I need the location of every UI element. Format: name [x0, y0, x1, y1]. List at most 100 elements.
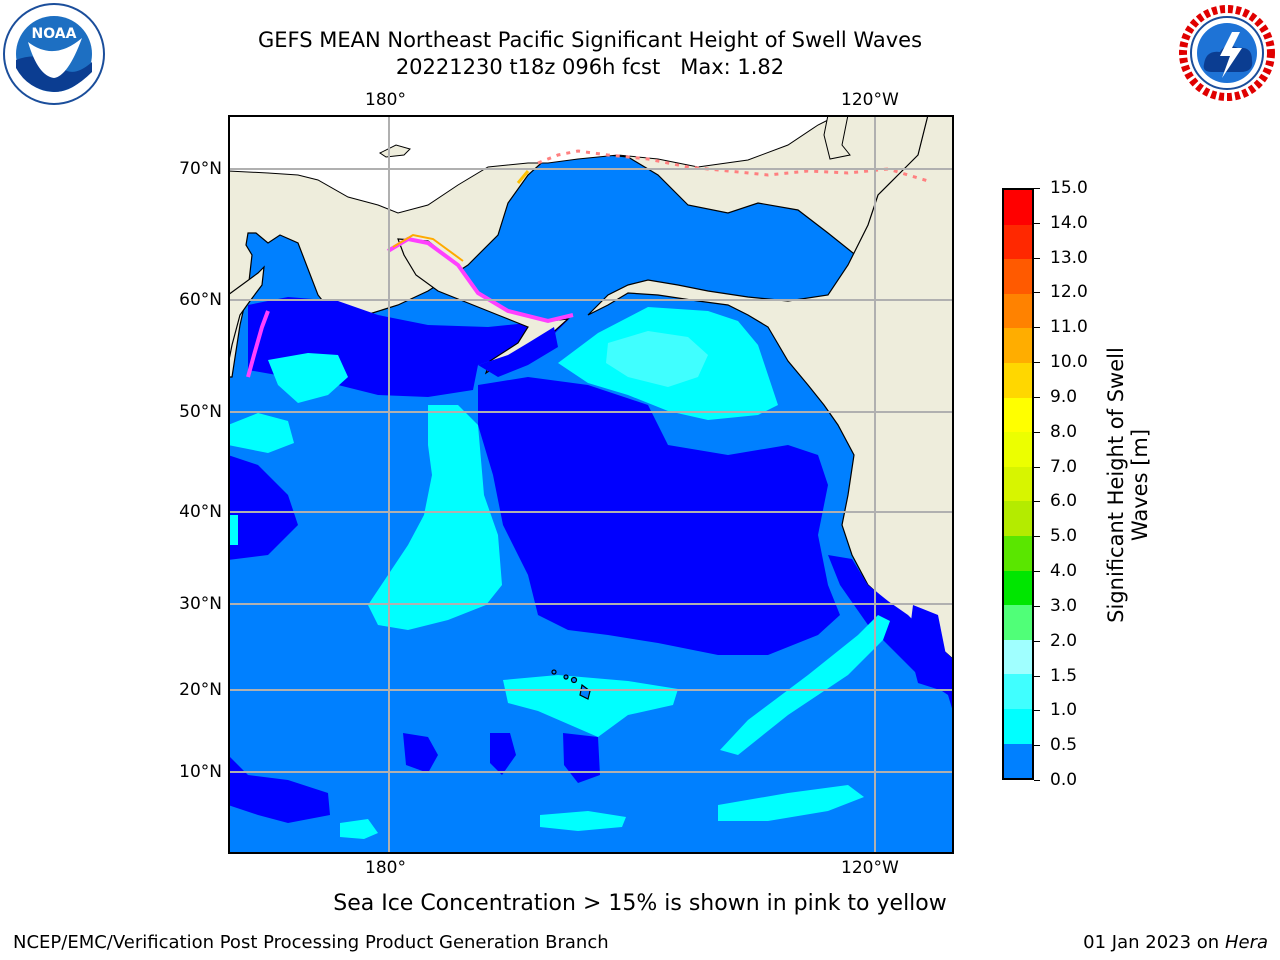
colorbar-tick-mark [1034, 605, 1040, 607]
colorbar-tick-label: 13.0 [1050, 247, 1088, 268]
lat-label-70n: 70°N [179, 159, 222, 179]
colorbar-segment [1004, 259, 1032, 294]
colorbar-tick-label: 11.0 [1050, 317, 1088, 338]
colorbar-tick-mark [1034, 396, 1040, 398]
ocean-cyan-west [268, 353, 348, 403]
colorbar-tick-mark [1034, 571, 1040, 573]
colorbar-tick-label: 5.0 [1050, 526, 1078, 547]
ocean-cyan-west2 [228, 413, 294, 453]
colorbar-tick-label: 12.0 [1050, 282, 1088, 303]
colorbar-segment [1004, 708, 1032, 744]
footer-right: 01 Jan 2023 on Hera [1083, 932, 1268, 954]
colorbar-segment [1004, 535, 1032, 571]
lon-label-top-180: 180° [365, 90, 406, 110]
ocean-dark-west [228, 455, 298, 560]
footer-host: Hera [1224, 932, 1268, 953]
colorbar-tick-label: 3.0 [1050, 595, 1078, 616]
ocean-dark-blob4 [908, 605, 946, 690]
colorbar-segment [1004, 674, 1032, 709]
colorbar-segment [1004, 224, 1032, 260]
colorbar-tick-mark [1034, 536, 1040, 538]
ocean-dark-blob2 [563, 733, 600, 783]
colorbar-segment [1004, 466, 1032, 502]
colorbar-tick-label: 1.5 [1050, 665, 1078, 686]
lat-label-30n: 30°N [179, 594, 222, 614]
island-wrangel [379, 144, 411, 158]
colorbar-tick-label: 15.0 [1050, 178, 1088, 198]
lat-label-60n: 60°N [179, 290, 222, 310]
colorbar-tick-mark [1034, 640, 1040, 642]
map-frame [228, 115, 954, 854]
lon-label-bottom-180: 180° [365, 858, 406, 878]
colorbar-tick-mark [1034, 780, 1040, 781]
colorbar-segment [1004, 432, 1032, 467]
lat-label-40n: 40°N [179, 502, 222, 522]
colorbar-segment [1004, 605, 1032, 640]
lat-label-20n: 20°N [179, 680, 222, 700]
nws-logo [1176, 2, 1278, 104]
colorbar [1002, 188, 1034, 780]
colorbar-tick-label: 9.0 [1050, 386, 1078, 407]
chart-subtitle: 20221230 t18z 096h fcst Max: 1.82 [395, 55, 785, 79]
map-plot [228, 115, 954, 854]
noaa-logo-text: NOAA [32, 26, 77, 42]
colorbar-tick-mark [1034, 188, 1040, 189]
colorbar-tick-mark [1034, 257, 1040, 259]
lat-label-50n: 50°N [179, 402, 222, 422]
ocean-cyan-sw [340, 819, 378, 839]
colorbar-tick-mark [1034, 710, 1040, 712]
ocean-cyan-west3 [228, 515, 238, 545]
colorbar-tick-label: 0.5 [1050, 735, 1078, 756]
lon-label-top-120w: 120°W [841, 90, 899, 110]
colorbar-tick-mark [1034, 745, 1040, 747]
ocean-cyan-south [718, 785, 864, 821]
colorbar-segment [1004, 743, 1032, 779]
ocean-cyan-diagonal [720, 615, 890, 755]
ocean-lightcyan [606, 331, 708, 387]
colorbar-tick-label: 6.0 [1050, 491, 1078, 512]
colorbar-tick-mark [1034, 501, 1040, 503]
ocean-dark-gulf [478, 327, 558, 377]
colorbar-tick-label: 0.0 [1050, 770, 1078, 790]
ocean-cyan-band [368, 405, 502, 630]
colorbar-tick-mark [1034, 362, 1040, 364]
colorbar-segment [1004, 362, 1032, 398]
arctic-ocean [228, 115, 831, 214]
footer-left: NCEP/EMC/Verification Post Processing Pr… [13, 932, 609, 953]
graticule [228, 115, 954, 854]
ocean-dark-blob1 [403, 733, 438, 773]
footer-date: 01 Jan 2023 on [1083, 932, 1225, 953]
colorbar-tick-label: 10.0 [1050, 352, 1088, 373]
colorbar-tick-label: 8.0 [1050, 421, 1078, 442]
island-banks [823, 115, 851, 160]
colorbar-label: Significant Height of Swell Waves [m] [1104, 347, 1152, 623]
hawaii-islands [551, 669, 591, 700]
ocean-dark-central [478, 377, 840, 655]
ocean-dark-blob3 [490, 733, 516, 775]
lon-label-bottom-120w: 120°W [841, 858, 899, 878]
colorbar-tick-mark [1034, 466, 1040, 468]
colorbar-ticks: 15.0 14.0 13.0 12.0 11.0 10.0 9.0 8.0 7.0 6.0 5.0 4… [1034, 178, 1100, 790]
colorbar-segment [1004, 501, 1032, 536]
colorbar-tick-mark [1034, 675, 1040, 677]
colorbar-tick-label: 7.0 [1050, 456, 1078, 477]
lat-label-10n: 10°N [179, 762, 222, 782]
colorbar-segment [1004, 570, 1032, 606]
colorbar-tick-label: 4.0 [1050, 561, 1078, 582]
colorbar-segment [1004, 397, 1032, 433]
colorbar-segment [1004, 639, 1032, 675]
chart-title: GEFS MEAN Northeast Pacific Significant … [257, 28, 923, 52]
colorbar-tick-mark [1034, 292, 1040, 294]
map-svg [228, 115, 954, 854]
colorbar-tick-label: 14.0 [1050, 212, 1088, 233]
colorbar-tick-mark [1034, 222, 1040, 224]
colorbar-segment [1004, 328, 1032, 363]
sea-ice-note: Sea Ice Concentration > 15% is shown in … [333, 891, 947, 916]
ocean-dark-sw [228, 755, 330, 823]
colorbar-tick-mark [1034, 327, 1040, 329]
colorbar-tick-label: 1.0 [1050, 700, 1078, 721]
ocean-cyan-south2 [540, 811, 626, 831]
noaa-logo: NOAA [2, 2, 106, 106]
colorbar-segment [1004, 293, 1032, 329]
colorbar-tick-label: 2.0 [1050, 630, 1078, 651]
